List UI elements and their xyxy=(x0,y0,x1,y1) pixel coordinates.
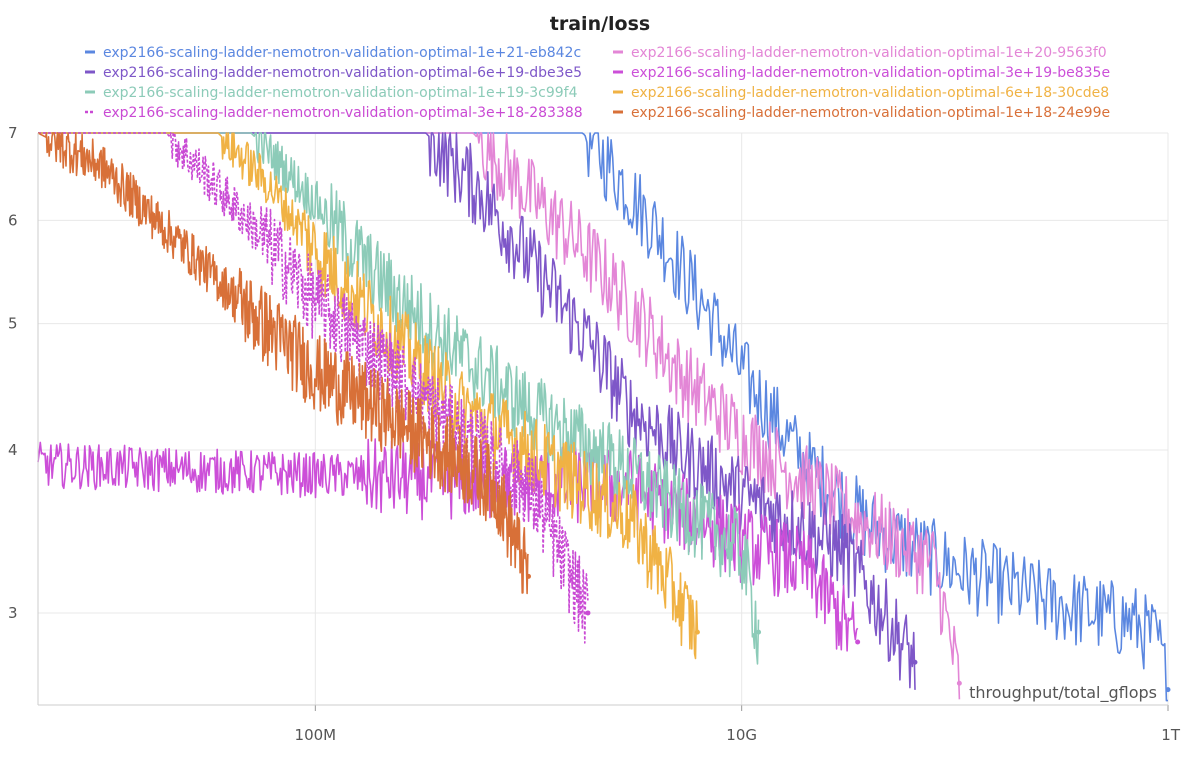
legend-item-5[interactable]: exp2166-scaling-ladder-nemotron-validati… xyxy=(613,85,1109,101)
series-end-point-2 xyxy=(912,659,918,665)
series-end-point-0 xyxy=(1165,687,1171,693)
y-tick-label: 3 xyxy=(8,604,18,622)
axes: 3 4 5 6 7 100M 10G 1T xyxy=(8,124,1181,744)
y-tick-label: 6 xyxy=(8,211,18,229)
legend-item-1[interactable]: exp2166-scaling-ladder-nemotron-validati… xyxy=(613,45,1107,61)
legend-item-6[interactable]: exp2166-scaling-ladder-nemotron-validati… xyxy=(85,105,583,121)
series-end-point-5 xyxy=(694,629,700,635)
legend-label: exp2166-scaling-ladder-nemotron-validati… xyxy=(103,85,578,101)
legend-item-2[interactable]: exp2166-scaling-ladder-nemotron-validati… xyxy=(85,65,582,81)
series-end-point-1 xyxy=(956,680,962,686)
legend: exp2166-scaling-ladder-nemotron-validati… xyxy=(85,45,1110,121)
legend-label: exp2166-scaling-ladder-nemotron-validati… xyxy=(103,65,582,81)
legend-label: exp2166-scaling-ladder-nemotron-validati… xyxy=(631,65,1110,81)
series-end-point-3 xyxy=(855,639,861,645)
legend-item-0[interactable]: exp2166-scaling-ladder-nemotron-validati… xyxy=(85,45,581,61)
series-end-point-7 xyxy=(526,573,532,579)
legend-label: exp2166-scaling-ladder-nemotron-validati… xyxy=(103,105,583,121)
series-line-5 xyxy=(38,132,699,660)
series-line-7 xyxy=(37,132,530,595)
legend-label: exp2166-scaling-ladder-nemotron-validati… xyxy=(103,45,581,61)
y-tick-label: 7 xyxy=(8,124,18,142)
legend-item-4[interactable]: exp2166-scaling-ladder-nemotron-validati… xyxy=(85,85,578,101)
x-axis-label: throughput/total_gflops xyxy=(969,683,1157,703)
series-layer xyxy=(37,132,1171,702)
grid xyxy=(38,132,1169,705)
series-line-6 xyxy=(38,132,589,644)
y-tick-label: 5 xyxy=(8,315,18,333)
legend-label: exp2166-scaling-ladder-nemotron-validati… xyxy=(631,85,1109,101)
y-tick-label: 4 xyxy=(8,441,18,459)
legend-label: exp2166-scaling-ladder-nemotron-validati… xyxy=(631,105,1110,121)
chart-title: train/loss xyxy=(550,13,650,35)
series-end-point-6 xyxy=(585,610,591,616)
x-tick-label: 1T xyxy=(1161,726,1181,744)
legend-item-7[interactable]: exp2166-scaling-ladder-nemotron-validati… xyxy=(613,105,1110,121)
legend-label: exp2166-scaling-ladder-nemotron-validati… xyxy=(631,45,1107,61)
x-tick-label: 100M xyxy=(295,726,337,744)
legend-item-3[interactable]: exp2166-scaling-ladder-nemotron-validati… xyxy=(613,65,1110,81)
series-line-3 xyxy=(37,438,859,652)
series-line-0 xyxy=(38,132,1168,702)
series-end-point-4 xyxy=(756,629,762,635)
x-tick-label: 10G xyxy=(726,726,757,744)
